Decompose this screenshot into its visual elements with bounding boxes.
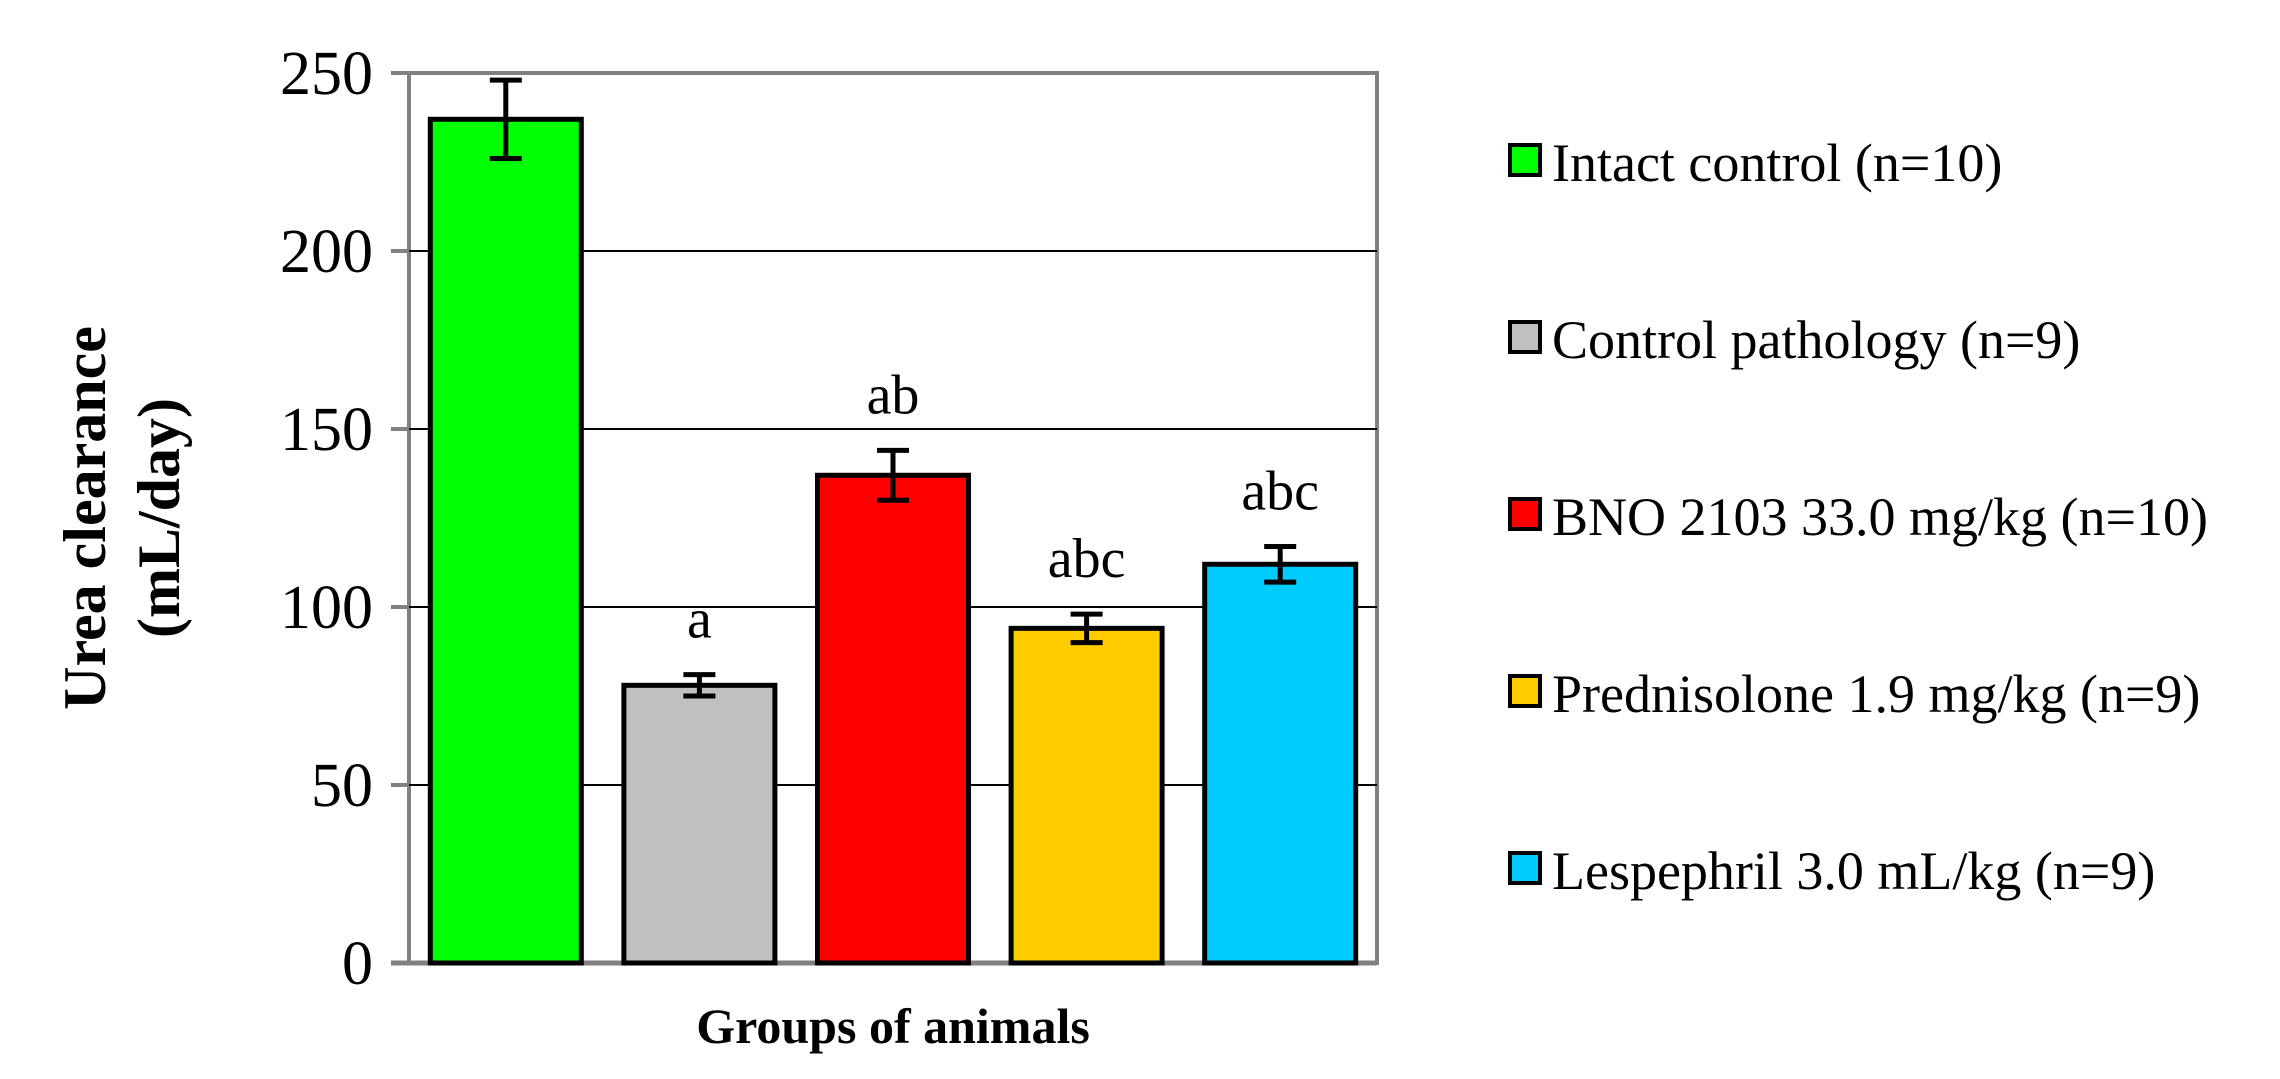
bar xyxy=(814,472,972,966)
annotations: a ab abc abc xyxy=(687,364,1319,650)
significance-label: ab xyxy=(867,364,920,426)
y-tick-label: 250 xyxy=(280,40,373,108)
legend: Intact control (n=10) Control pathology (… xyxy=(1508,133,2208,901)
error-bar xyxy=(489,77,522,161)
y-tick-label: 200 xyxy=(280,218,373,286)
legend-swatch xyxy=(1508,143,1542,177)
error-bar xyxy=(683,672,716,699)
y-axis-title-line1: Urea clearance xyxy=(52,326,118,710)
y-axis-title: Urea clearance (mL/day) xyxy=(52,326,192,710)
y-tick-label: 0 xyxy=(342,930,373,998)
legend-label: Intact control (n=10) xyxy=(1552,133,2002,193)
legend-swatch xyxy=(1508,320,1542,354)
legend-label: Lespephril 3.0 mL/kg (n=9) xyxy=(1552,841,2155,901)
error-bar xyxy=(1070,611,1103,646)
bar xyxy=(427,116,584,966)
legend-item: Intact control (n=10) xyxy=(1508,133,2002,193)
legend-swatch xyxy=(1508,497,1542,531)
legend-item: Prednisolone 1.9 mg/kg (n=9) xyxy=(1508,664,2200,724)
y-tick-label: 150 xyxy=(280,396,373,464)
significance-label: abc xyxy=(1048,528,1126,590)
legend-item: BNO 2103 33.0 mg/kg (n=10) xyxy=(1508,487,2208,547)
bar xyxy=(621,682,778,966)
legend-item: Control pathology (n=9) xyxy=(1508,310,2080,370)
bars xyxy=(427,116,1359,966)
y-tick-label: 50 xyxy=(311,752,373,820)
y-tick-label: 100 xyxy=(280,574,373,642)
error-bar xyxy=(1264,543,1297,585)
bar xyxy=(1008,625,1165,966)
legend-label: BNO 2103 33.0 mg/kg (n=10) xyxy=(1552,487,2208,547)
y-axis-title-line2: (mL/day) xyxy=(126,398,192,638)
legend-label: Prednisolone 1.9 mg/kg (n=9) xyxy=(1552,664,2200,724)
significance-label: a xyxy=(687,589,712,651)
y-axis-ticks: 0 50 100 150 200 250 xyxy=(280,40,409,998)
legend-item: Lespephril 3.0 mL/kg (n=9) xyxy=(1508,841,2155,901)
significance-label: abc xyxy=(1241,460,1319,522)
x-axis-title: Groups of animals xyxy=(696,998,1090,1054)
error-bar xyxy=(877,447,909,503)
legend-swatch xyxy=(1508,674,1542,708)
error-bars xyxy=(489,77,1297,699)
legend-label: Control pathology (n=9) xyxy=(1552,310,2080,370)
bar xyxy=(1202,561,1359,966)
legend-swatch xyxy=(1508,851,1542,885)
